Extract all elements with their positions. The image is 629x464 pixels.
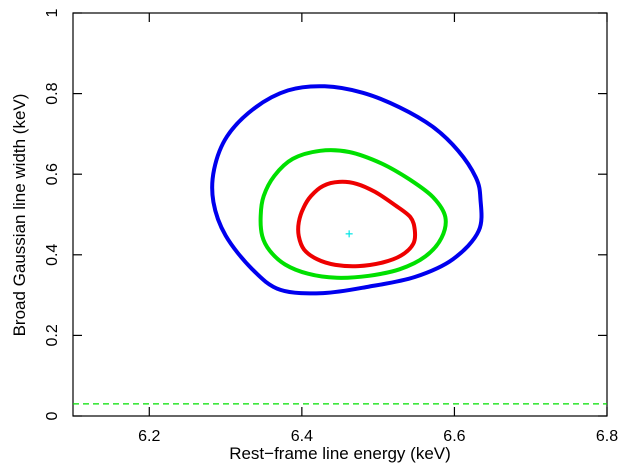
y-axis-tick-labels: 0 0.2 0.4 0.6 0.8 1 bbox=[44, 8, 61, 420]
contour-1 bbox=[296, 179, 418, 269]
y-tick-label: 0 bbox=[44, 411, 61, 420]
y-axis-label: Broad Gaussian line width (keV) bbox=[10, 94, 29, 337]
x-tick-label: 6.6 bbox=[443, 428, 465, 445]
y-tick-label: 1 bbox=[44, 8, 61, 17]
y-tick-label: 0.6 bbox=[44, 163, 61, 185]
plot-frame bbox=[72, 12, 608, 417]
x-axis-tick-labels: 6.2 6.4 6.6 6.8 bbox=[138, 428, 618, 445]
best-fit-marker bbox=[345, 230, 353, 238]
y-tick-label: 0.8 bbox=[44, 82, 61, 104]
contour-2 bbox=[258, 148, 448, 280]
y-tick-label: 0.2 bbox=[44, 324, 61, 346]
best-fit-marker-layer bbox=[345, 230, 353, 238]
x-tick-label: 6.8 bbox=[596, 428, 618, 445]
x-tick-label: 6.2 bbox=[138, 428, 160, 445]
contour-3 bbox=[210, 84, 484, 296]
contour-layer bbox=[210, 84, 484, 296]
x-axis-label: Rest−frame line energy (keV) bbox=[229, 444, 451, 463]
x-tick-label: 6.4 bbox=[291, 428, 313, 445]
y-tick-label: 0.4 bbox=[44, 244, 61, 266]
axis-ticks bbox=[73, 12, 608, 417]
